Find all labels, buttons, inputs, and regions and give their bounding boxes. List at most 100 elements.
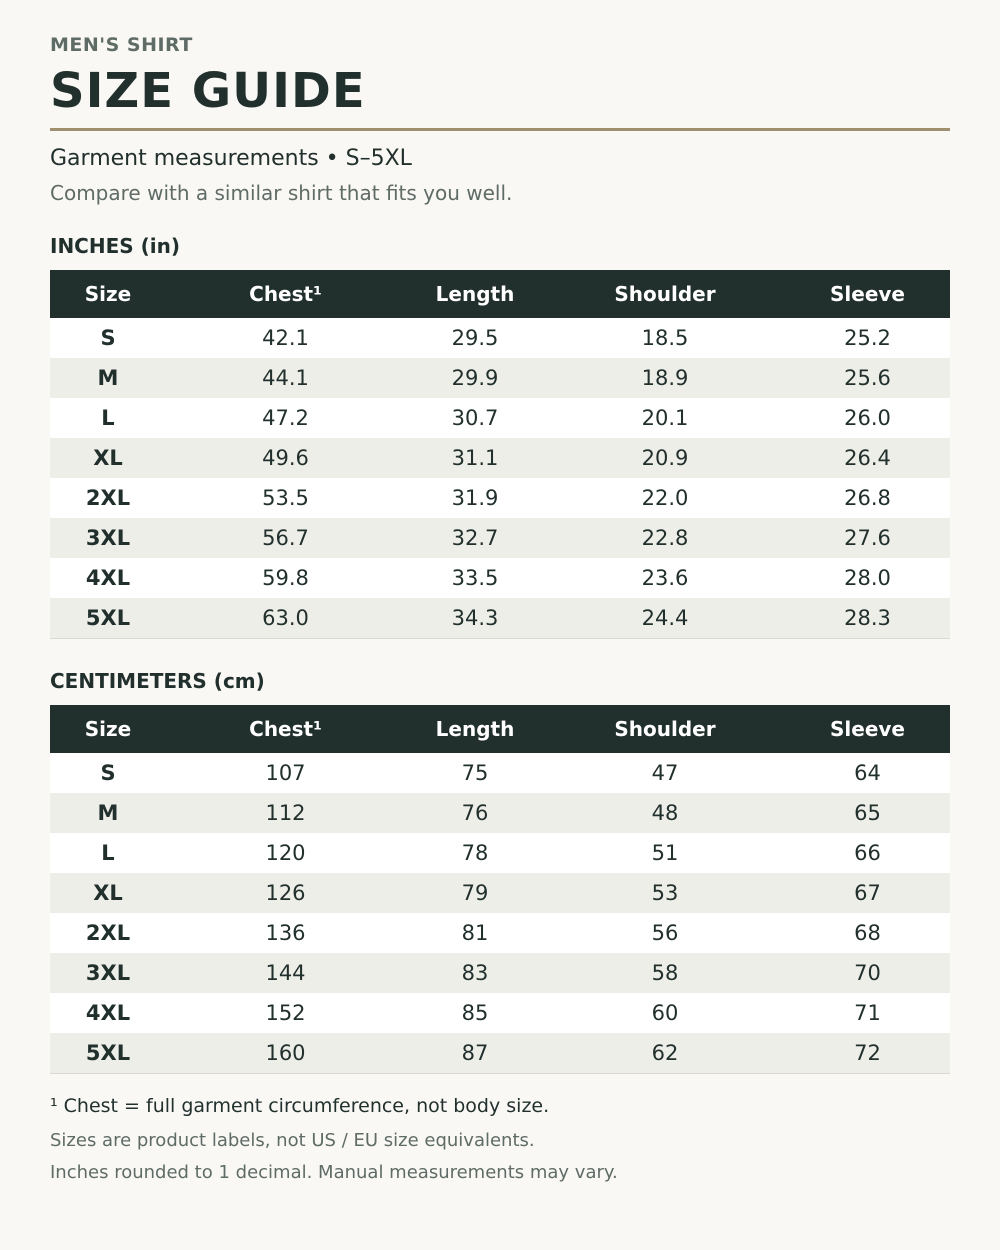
table-row: 3XL 56.7 32.7 22.8 27.6 <box>50 518 950 558</box>
measurement-cell: 53.5 <box>166 478 405 518</box>
table-row: 5XL 63.0 34.3 24.4 28.3 <box>50 598 950 639</box>
measurement-cell: 58 <box>545 953 785 993</box>
measurement-cell: 23.6 <box>545 558 785 598</box>
size-cell: XL <box>50 438 166 478</box>
measurement-cell: 33.5 <box>405 558 545 598</box>
measurement-cell: 29.9 <box>405 358 545 398</box>
size-cell: S <box>50 753 166 793</box>
column-header: Shoulder <box>545 705 785 753</box>
size-label-note: Sizes are product labels, not US / EU si… <box>50 1130 535 1151</box>
intro-note: Compare with a similar shirt that fits y… <box>50 181 513 205</box>
table-row: XL 49.6 31.1 20.9 26.4 <box>50 438 950 478</box>
measurement-cell: 29.5 <box>405 318 545 358</box>
column-header: Length <box>405 705 545 753</box>
centimeters-section-label: CENTIMETERS (cm) <box>50 669 265 693</box>
measurement-cell: 27.6 <box>785 518 950 558</box>
measurement-cell: 26.4 <box>785 438 950 478</box>
measurement-cell: 60 <box>545 993 785 1033</box>
size-cell: 5XL <box>50 1033 166 1074</box>
measurement-cell: 76 <box>405 793 545 833</box>
column-header: Chest¹ <box>166 270 405 318</box>
measurement-cell: 87 <box>405 1033 545 1074</box>
table-row: 4XL 152 85 60 71 <box>50 993 950 1033</box>
page-title: SIZE GUIDE <box>50 63 366 119</box>
measurement-cell: 70 <box>785 953 950 993</box>
measurement-cell: 26.8 <box>785 478 950 518</box>
column-header: Length <box>405 270 545 318</box>
measurement-cell: 56.7 <box>166 518 405 558</box>
measurement-cell: 152 <box>166 993 405 1033</box>
table-row: M 44.1 29.9 18.9 25.6 <box>50 358 950 398</box>
measurement-cell: 75 <box>405 753 545 793</box>
measurement-cell: 144 <box>166 953 405 993</box>
measurement-cell: 25.6 <box>785 358 950 398</box>
measurement-cell: 68 <box>785 913 950 953</box>
measurement-cell: 31.9 <box>405 478 545 518</box>
column-header: Size <box>50 705 166 753</box>
measurement-cell: 67 <box>785 873 950 913</box>
measurement-cell: 24.4 <box>545 598 785 639</box>
page-subtitle: Garment measurements • S–5XL <box>50 146 412 171</box>
measurement-cell: 112 <box>166 793 405 833</box>
measurement-cell: 81 <box>405 913 545 953</box>
column-header: Sleeve <box>785 705 950 753</box>
measurement-cell: 20.9 <box>545 438 785 478</box>
measurement-cell: 20.1 <box>545 398 785 438</box>
measurement-cell: 107 <box>166 753 405 793</box>
measurement-cell: 63.0 <box>166 598 405 639</box>
measurement-cell: 32.7 <box>405 518 545 558</box>
table-row: XL 126 79 53 67 <box>50 873 950 913</box>
measurement-cell: 22.8 <box>545 518 785 558</box>
size-cell: 3XL <box>50 953 166 993</box>
inches-table-body: S 42.1 29.5 18.5 25.2 M 44.1 29.9 18.9 25.6 L 47.2 3… <box>50 318 950 639</box>
measurement-cell: 53 <box>545 873 785 913</box>
table-row: L 47.2 30.7 20.1 26.0 <box>50 398 950 438</box>
table-row: 2XL 53.5 31.9 22.0 26.8 <box>50 478 950 518</box>
table-row: 5XL 160 87 62 72 <box>50 1033 950 1074</box>
measurement-cell: 78 <box>405 833 545 873</box>
measurement-cell: 79 <box>405 873 545 913</box>
size-cell: M <box>50 358 166 398</box>
measurement-cell: 71 <box>785 993 950 1033</box>
size-cell: 5XL <box>50 598 166 639</box>
measurement-cell: 66 <box>785 833 950 873</box>
measurement-cell: 56 <box>545 913 785 953</box>
product-eyebrow: MEN'S SHIRT <box>50 34 193 56</box>
column-header: Chest¹ <box>166 705 405 753</box>
measurement-cell: 85 <box>405 993 545 1033</box>
rounding-note: Inches rounded to 1 decimal. Manual meas… <box>50 1162 618 1183</box>
measurement-cell: 136 <box>166 913 405 953</box>
measurement-cell: 34.3 <box>405 598 545 639</box>
centimeters-table-body: S 107 75 47 64 M 112 76 48 65 L 120 78 51 66 XL 126 79 53 6… <box>50 753 950 1074</box>
column-header: Sleeve <box>785 270 950 318</box>
table-header-row: Size Chest¹ Length Shoulder Sleeve <box>50 705 950 753</box>
size-cell: 3XL <box>50 518 166 558</box>
table-row: L 120 78 51 66 <box>50 833 950 873</box>
measurement-cell: 65 <box>785 793 950 833</box>
measurement-cell: 28.3 <box>785 598 950 639</box>
measurement-cell: 28.0 <box>785 558 950 598</box>
measurement-cell: 22.0 <box>545 478 785 518</box>
measurement-cell: 18.9 <box>545 358 785 398</box>
measurement-cell: 26.0 <box>785 398 950 438</box>
measurement-cell: 126 <box>166 873 405 913</box>
size-cell: 2XL <box>50 913 166 953</box>
table-row: 3XL 144 83 58 70 <box>50 953 950 993</box>
size-cell: S <box>50 318 166 358</box>
measurement-cell: 31.1 <box>405 438 545 478</box>
measurement-cell: 120 <box>166 833 405 873</box>
table-header-row: Size Chest¹ Length Shoulder Sleeve <box>50 270 950 318</box>
inches-table: Size Chest¹ Length Shoulder Sleeve S 42.1… <box>50 270 950 639</box>
measurement-cell: 72 <box>785 1033 950 1074</box>
size-cell: XL <box>50 873 166 913</box>
measurement-cell: 30.7 <box>405 398 545 438</box>
measurement-cell: 18.5 <box>545 318 785 358</box>
measurement-cell: 48 <box>545 793 785 833</box>
table-row: 2XL 136 81 56 68 <box>50 913 950 953</box>
measurement-cell: 83 <box>405 953 545 993</box>
column-header: Size <box>50 270 166 318</box>
measurement-cell: 47.2 <box>166 398 405 438</box>
measurement-cell: 59.8 <box>166 558 405 598</box>
size-cell: L <box>50 833 166 873</box>
centimeters-table: Size Chest¹ Length Shoulder Sleeve S 107 7… <box>50 705 950 1074</box>
